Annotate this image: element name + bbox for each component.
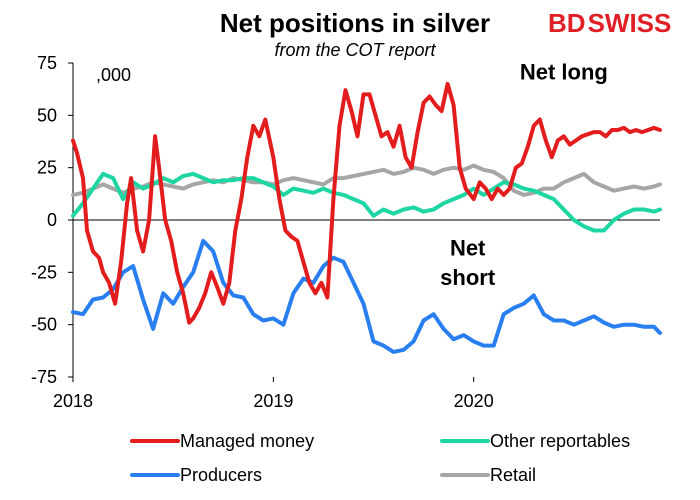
legend: Managed money Other reportables Producers R… <box>130 431 630 485</box>
legend-item-retail: Retail <box>440 465 536 485</box>
annotation-label: short <box>440 265 496 290</box>
series-line-other-reportables <box>71 171 662 233</box>
annotations: Net long Net short <box>440 60 608 290</box>
brand-logo-part1: BD <box>548 8 586 38</box>
legend-label: Managed money <box>180 431 314 451</box>
series-line-retail <box>71 163 662 197</box>
legend-label: Retail <box>490 465 536 485</box>
x-tick-label: 2020 <box>454 391 494 411</box>
chart-title: Net positions in silver <box>220 8 490 38</box>
legend-item-managed-money: Managed money <box>130 431 314 451</box>
svg-text:BDSWISS: BDSWISS <box>548 8 671 38</box>
legend-item-producers: Producers <box>130 465 262 485</box>
y-tick-label: 75 <box>37 53 57 73</box>
annotation-label: Net <box>450 236 486 261</box>
y-tick-label: 25 <box>37 158 57 178</box>
legend-label: Producers <box>180 465 262 485</box>
series-line-managed-money <box>71 81 662 325</box>
series-line-producers <box>71 238 662 354</box>
legend-label: Other reportables <box>490 431 630 451</box>
brand-logo: BDSWISS <box>548 8 671 38</box>
y-tick-label: -25 <box>31 262 57 282</box>
brand-logo-part2: SWISS <box>588 8 672 38</box>
annotation-label: Net long <box>520 60 608 85</box>
unit-label: ,000 <box>96 65 131 85</box>
legend-item-other-reportables: Other reportables <box>440 431 630 451</box>
y-tick-label: -50 <box>31 315 57 335</box>
y-tick-label: -75 <box>31 367 57 387</box>
y-tick-label: 50 <box>37 105 57 125</box>
x-tick-label: 2019 <box>253 391 293 411</box>
chart-subtitle: from the COT report <box>274 40 436 60</box>
x-tick-label: 2018 <box>53 391 93 411</box>
y-tick-label: 0 <box>47 210 57 230</box>
series-layer <box>71 81 662 354</box>
axes: 75 50 25 0 -25 -50 -75 2018 2019 2020 <box>31 53 660 411</box>
